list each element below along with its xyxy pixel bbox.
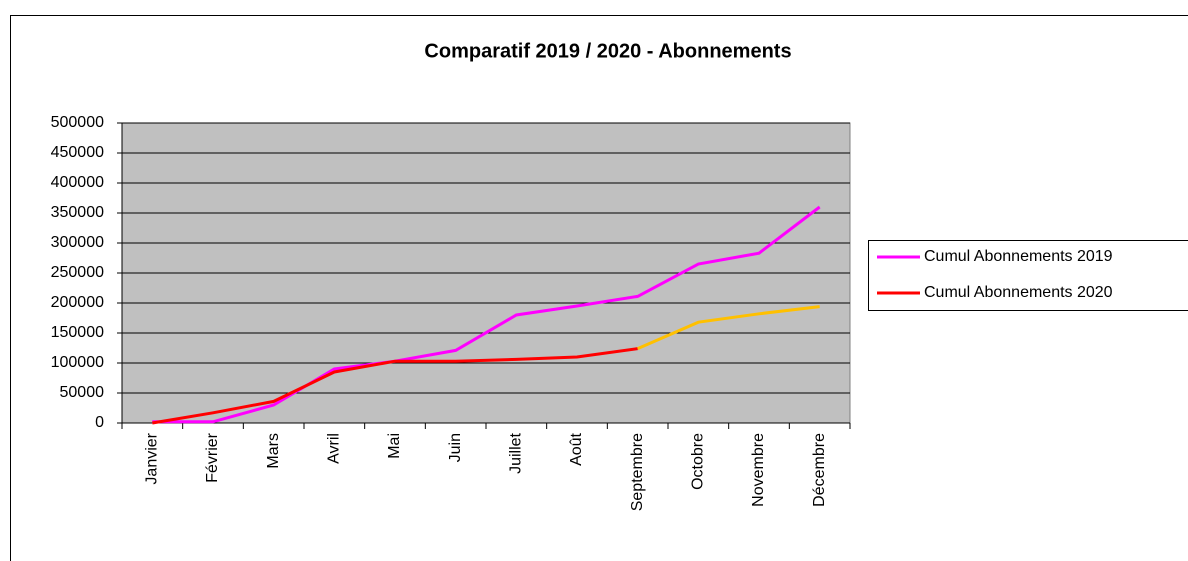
- line-series: [152, 347, 638, 425]
- y-tick-label: 300000: [51, 234, 104, 251]
- x-tick-label: Décembre: [811, 433, 828, 507]
- y-tick-label: 50000: [60, 384, 105, 401]
- x-tick-label: Septembre: [629, 433, 646, 511]
- y-tick-label: 450000: [51, 144, 104, 161]
- y-tick-label: 200000: [51, 294, 104, 311]
- y-tick-label: 100000: [51, 354, 104, 371]
- line-series: [152, 205, 821, 424]
- y-tick-label: 350000: [51, 204, 104, 221]
- y-tick-label: 0: [95, 414, 104, 431]
- line-series: [637, 305, 820, 350]
- legend-label: Cumul Abonnements 2019: [924, 248, 1113, 265]
- legend-label: Cumul Abonnements 2020: [924, 284, 1113, 301]
- chart-frame: [10, 15, 1188, 561]
- x-tick-label: Juin: [447, 433, 464, 462]
- y-tick-label: 250000: [51, 264, 104, 281]
- x-tick-label: Avril: [326, 433, 343, 464]
- x-tick-label: Mai: [386, 433, 403, 459]
- y-tick-label: 150000: [51, 324, 104, 341]
- x-tick-label: Juillet: [508, 432, 525, 473]
- x-tick-label: Février: [204, 432, 221, 482]
- x-tick-label: Janvier: [144, 432, 161, 484]
- x-tick-label: Octobre: [690, 433, 707, 490]
- x-tick-label: Novembre: [750, 433, 767, 507]
- legend-box: [868, 240, 1188, 311]
- x-tick-label: Mars: [265, 433, 282, 469]
- y-tick-label: 400000: [51, 174, 104, 191]
- y-tick-label: 500000: [51, 114, 104, 131]
- x-tick-label: Août: [568, 432, 585, 465]
- chart-title: Comparatif 2019 / 2020 - Abonnements: [424, 40, 791, 62]
